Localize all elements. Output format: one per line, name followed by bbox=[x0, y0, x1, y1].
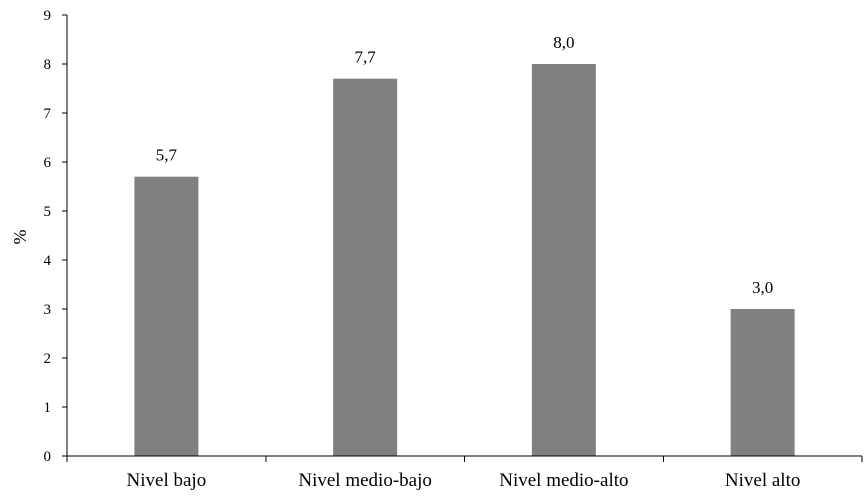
value-labels-group: 5,7 7,7 8,0 3,0 bbox=[156, 33, 774, 297]
x-ticks-group: Nivel bajo Nivel medio-bajo Nivel medio-al… bbox=[66, 456, 863, 491]
y-axis-label: % bbox=[10, 230, 30, 245]
bar-value-label: 3,0 bbox=[752, 278, 773, 297]
y-tick-label: 7 bbox=[44, 106, 52, 122]
x-category-label: Nivel alto bbox=[725, 470, 800, 491]
bar-value-label: 8,0 bbox=[553, 33, 574, 52]
y-tick-label: 9 bbox=[44, 8, 52, 24]
y-tick-label: 8 bbox=[44, 57, 52, 73]
y-tick-label: 6 bbox=[44, 155, 52, 171]
bar-value-label: 5,7 bbox=[156, 146, 178, 165]
y-tick-label: 0 bbox=[44, 449, 52, 465]
bar-value-label: 7,7 bbox=[355, 48, 377, 67]
x-category-label: Nivel medio-alto bbox=[499, 470, 628, 491]
x-category-label: Nivel bajo bbox=[127, 470, 207, 491]
y-tick-label: 3 bbox=[44, 302, 52, 318]
y-tick-label: 2 bbox=[44, 351, 52, 367]
bar bbox=[531, 64, 596, 456]
x-category-label: Nivel medio-bajo bbox=[298, 470, 432, 491]
y-tick-label: 1 bbox=[44, 400, 52, 416]
bar bbox=[730, 309, 795, 456]
bars-group bbox=[134, 64, 795, 456]
bar bbox=[333, 78, 398, 456]
bar bbox=[134, 176, 199, 456]
y-tick-label: 4 bbox=[44, 253, 52, 269]
y-ticks-group: 0 1 2 3 4 5 6 7 8 9 bbox=[44, 8, 67, 465]
y-tick-label: 5 bbox=[44, 204, 52, 220]
